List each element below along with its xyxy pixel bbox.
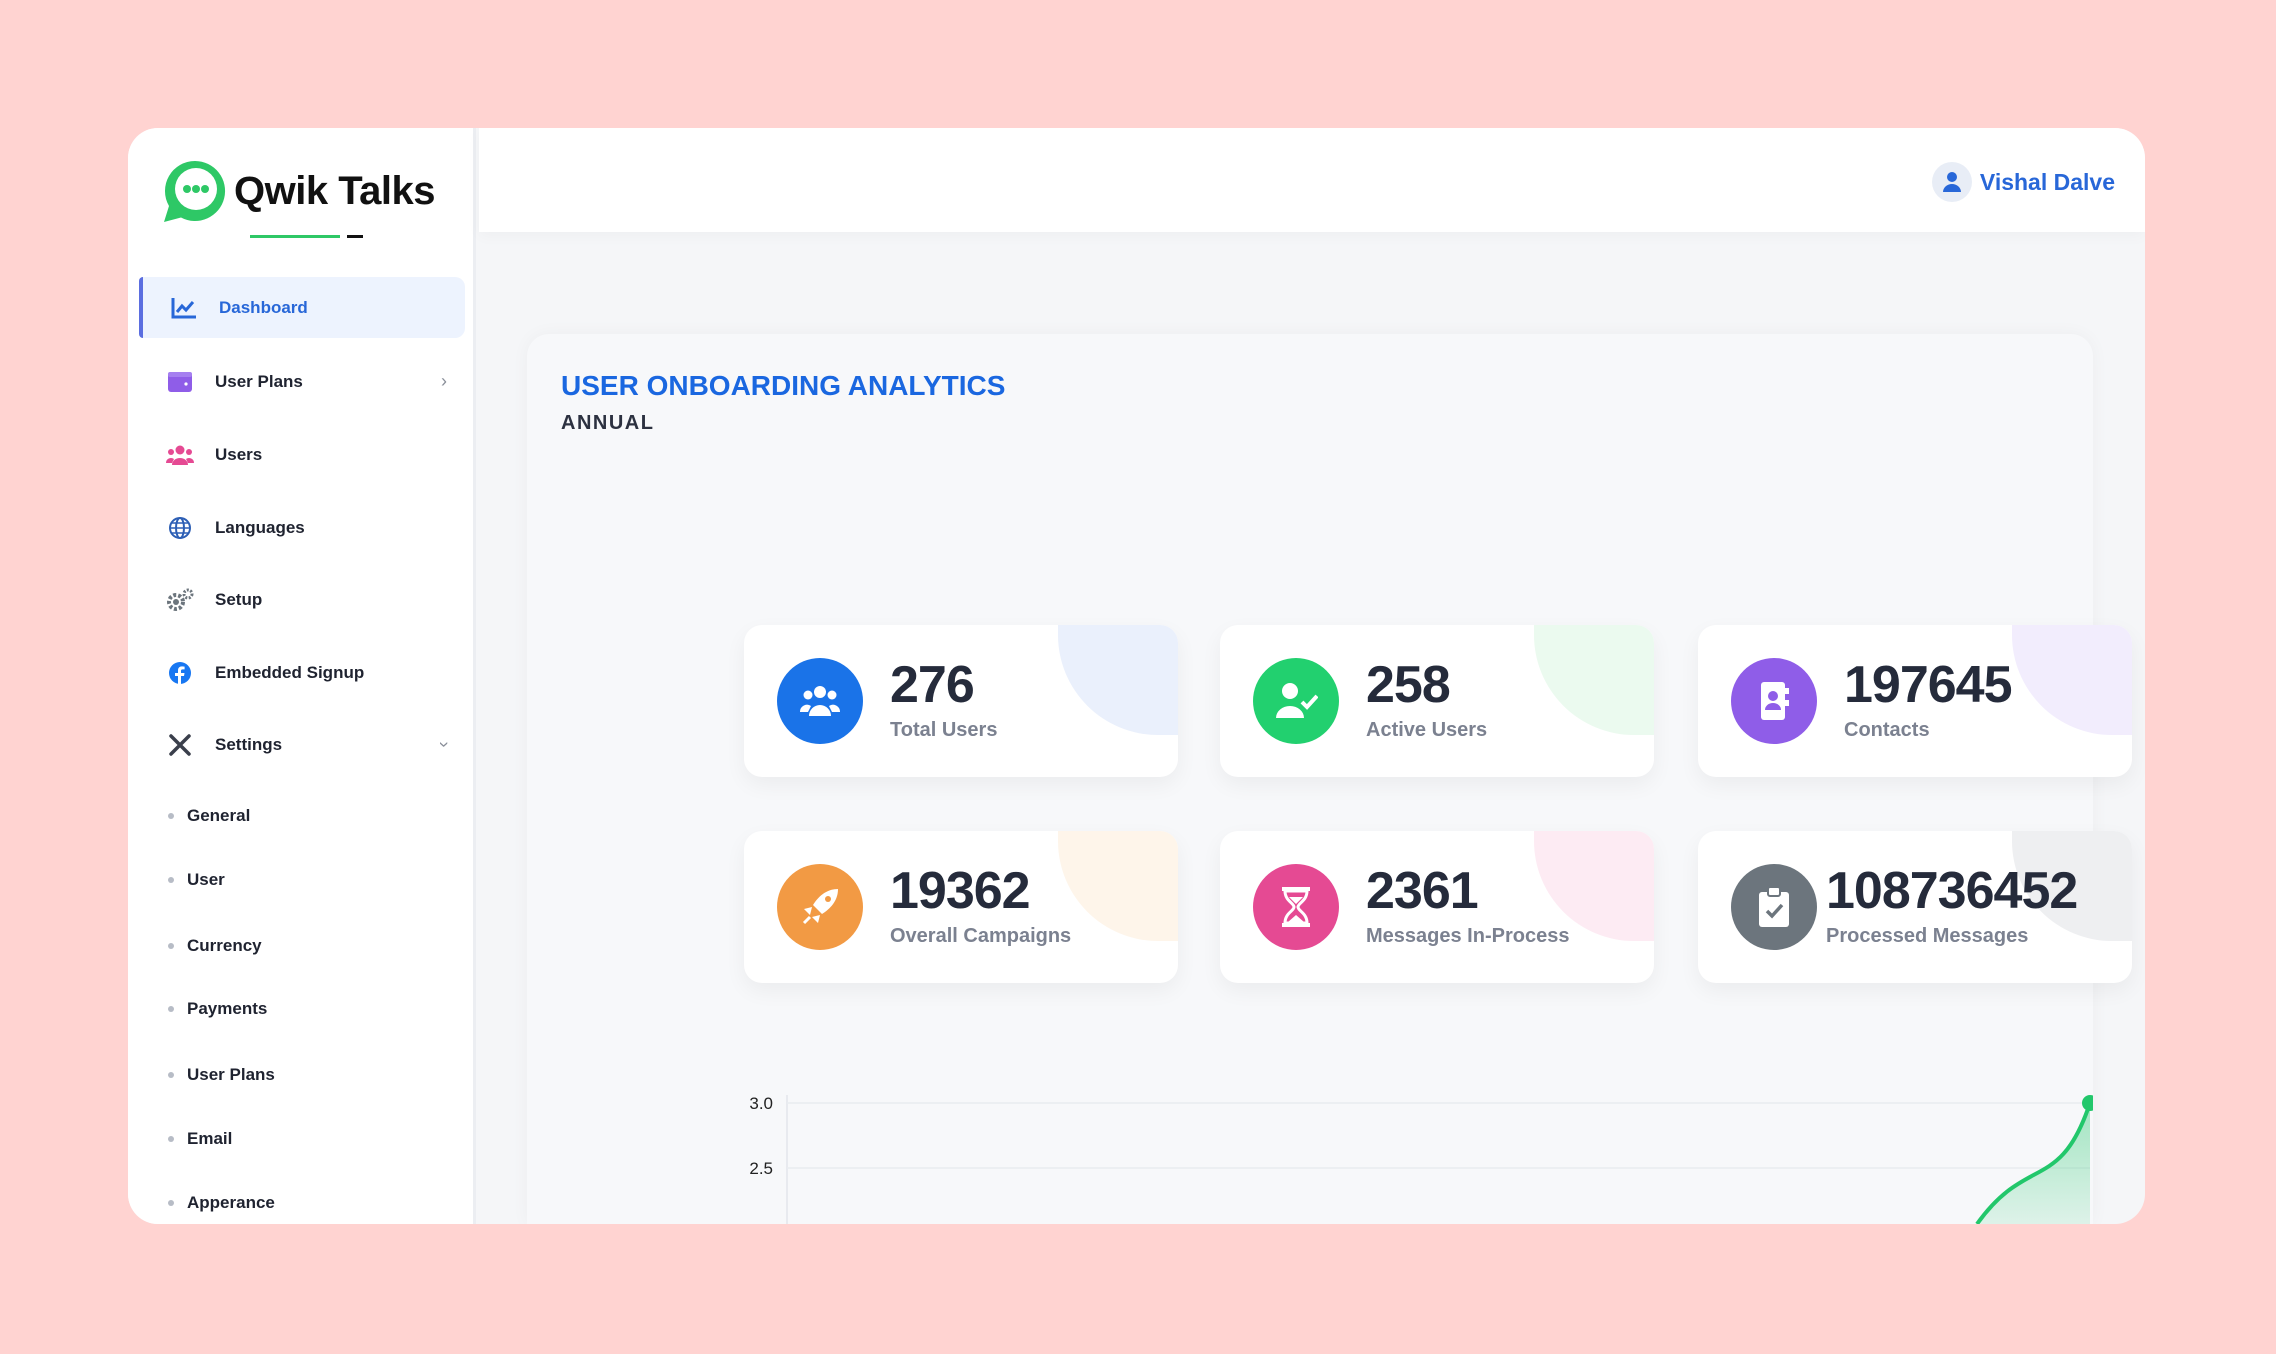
stat-value: 197645 (1844, 656, 2013, 714)
logo[interactable]: Qwik Talks (162, 158, 436, 238)
stat-label: Overall Campaigns (890, 925, 1072, 947)
period-label: ANNUAL (561, 412, 655, 434)
chevron-right-icon: › (441, 371, 447, 391)
logo-underline-dark (347, 235, 363, 238)
y-tick-label: 2.5 (749, 1159, 773, 1178)
user-menu[interactable]: Vishal Dalve (1931, 162, 2115, 202)
sidebar-item-dashboard[interactable]: Dashboard (139, 277, 465, 338)
tools-icon (165, 730, 195, 760)
stat-card-processed-messages[interactable]: 108736452 Processed Messages (1698, 831, 2132, 983)
stat-label: Processed Messages (1826, 925, 2029, 947)
sidebar-subitem-payments[interactable]: Payments (168, 994, 267, 1024)
chevron-down-icon: › (434, 741, 455, 748)
facebook-icon (165, 658, 195, 688)
bullet (168, 877, 174, 883)
processed-messages-icon (1731, 864, 1817, 950)
sidebar-item-embedded-signup[interactable]: Embedded Signup (139, 642, 465, 703)
sidebar-item-users[interactable]: Users (139, 424, 465, 485)
top-header: Vishal Dalve (479, 128, 2145, 232)
sidebar-item-settings[interactable]: Settings › (139, 714, 465, 775)
stat-card-active-users[interactable]: 258 Active Users (1220, 625, 1654, 777)
stat-card-total-users[interactable]: 276 Total Users (744, 625, 1178, 777)
sidebar-subitem-user[interactable]: User (168, 865, 225, 895)
logo-underline (250, 235, 340, 238)
bullet (168, 1136, 174, 1142)
bullet (168, 813, 174, 819)
stat-card-overall-campaigns[interactable]: 19362 Overall Campaigns (744, 831, 1178, 983)
stat-value: 19362 (890, 862, 1031, 920)
users-icon (165, 440, 195, 470)
user-avatar-icon (1931, 162, 1972, 202)
overall-campaigns-icon (777, 864, 863, 950)
y-tick-label: 3.0 (749, 1094, 773, 1113)
stat-label: Messages In-Process (1366, 925, 1570, 947)
stat-value: 258 (1366, 656, 1451, 714)
user-name: Vishal Dalve (1979, 168, 2115, 195)
bullet (168, 943, 174, 949)
stat-label: Total Users (890, 719, 998, 741)
page-title: USER ONBOARDING ANALYTICS (561, 370, 1006, 401)
app-window: Qwik Talks Dashboard User Plans › Users … (128, 128, 2145, 1224)
bullet (168, 1006, 174, 1012)
onboarding-chart: 3.02.52.01.5 (749, 1094, 2093, 1224)
sidebar-item-languages[interactable]: Languages (139, 497, 465, 558)
chat-bubble-logo-icon (164, 160, 226, 222)
stat-label: Contacts (1844, 719, 1930, 741)
sidebar-item-setup[interactable]: Setup (139, 569, 465, 630)
data-point (2082, 1095, 2093, 1111)
chart-line-icon (169, 293, 199, 323)
contacts-icon (1731, 658, 1817, 744)
stat-label: Active Users (1366, 719, 1488, 741)
sidebar-subitem-user-plans[interactable]: User Plans (168, 1060, 275, 1090)
bullet (168, 1200, 174, 1206)
total-users-icon (777, 658, 863, 744)
sidebar-subitem-appearance[interactable]: Apperance (168, 1188, 275, 1218)
active-users-icon (1253, 658, 1339, 744)
stat-value: 108736452 (1826, 862, 2078, 920)
sidebar-subitem-email[interactable]: Email (168, 1124, 232, 1154)
stat-card-contacts[interactable]: 197645 Contacts (1698, 625, 2132, 777)
stat-value: 276 (890, 656, 975, 714)
sidebar-item-user-plans[interactable]: User Plans › (139, 351, 465, 412)
wallet-icon (165, 367, 195, 397)
sidebar-subitem-general[interactable]: General (168, 801, 250, 831)
sidebar-subitem-currency[interactable]: Currency (168, 931, 262, 961)
sidebar: Qwik Talks Dashboard User Plans › Users … (128, 128, 476, 1224)
messages-in-process-icon (1253, 864, 1339, 950)
bullet (168, 1072, 174, 1078)
gears-icon (165, 585, 195, 615)
analytics-panel: USER ONBOARDING ANALYTICS ANNUAL 276 Tota… (527, 334, 2132, 1224)
series-line (1975, 1102, 2092, 1224)
globe-icon (165, 513, 195, 543)
stat-value: 2361 (1366, 862, 1479, 920)
logo-text: Qwik Talks (234, 168, 436, 213)
stat-card-messages-in-process[interactable]: 2361 Messages In-Process (1220, 831, 1654, 983)
